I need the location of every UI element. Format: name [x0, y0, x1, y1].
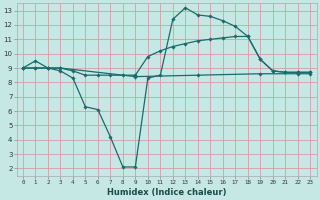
X-axis label: Humidex (Indice chaleur): Humidex (Indice chaleur)	[107, 188, 226, 197]
